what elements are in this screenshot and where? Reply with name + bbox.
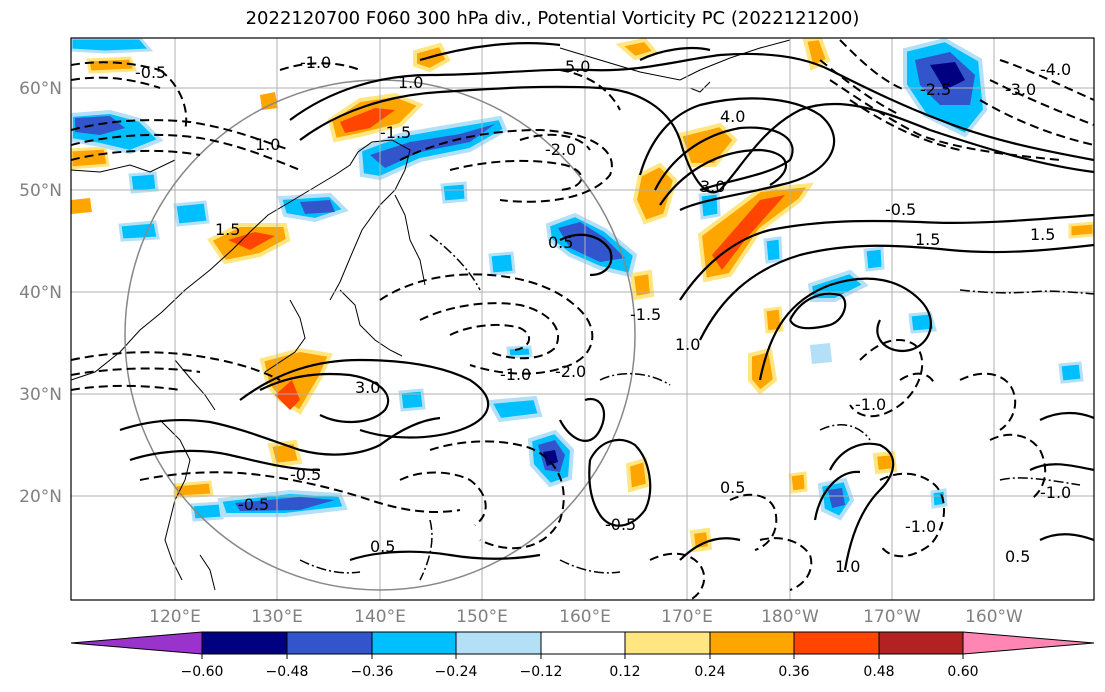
- chart-title: 2022120700 F060 300 hPa div., Potential …: [245, 8, 860, 29]
- colorbar-tick-label: −0.36: [351, 664, 394, 680]
- lon-label-160e: 160°E: [559, 607, 611, 627]
- contour-label: -1.0: [905, 517, 936, 536]
- contour-label: 0.5: [370, 537, 395, 556]
- colorbar-tick-label: 0.12: [609, 664, 640, 680]
- contour-label: 1.0: [255, 135, 280, 154]
- colorbar-extend-right: [963, 632, 1094, 654]
- colorbar-segment: [625, 632, 710, 654]
- lon-label-130e: 130°E: [251, 607, 303, 627]
- contour-label: 3.0: [355, 378, 380, 397]
- colorbar-segment: [541, 632, 625, 654]
- grid: [71, 38, 1094, 600]
- zero-contours: [299, 234, 1094, 581]
- contour-label: -1.5: [380, 123, 411, 142]
- contour-label: -4.0: [1040, 60, 1071, 79]
- lat-label-30n: 30°N: [19, 385, 62, 405]
- contour-label: -3.0: [1005, 80, 1036, 99]
- colorbar-tick-label: 0.60: [947, 664, 978, 680]
- contour-label: 0.5: [548, 233, 573, 252]
- contour-label: 1.5: [1030, 225, 1055, 244]
- colorbar-tick-label: 0.48: [863, 664, 894, 680]
- contour-label: 0.5: [720, 478, 745, 497]
- colorbar-segment: [710, 632, 794, 654]
- lon-label-120e: 120°E: [149, 607, 201, 627]
- contour-label: 1.0: [398, 73, 423, 92]
- shaded-patches: [71, 38, 1094, 553]
- dashed-contours: [71, 39, 1094, 600]
- colorbar-tick-label: −0.24: [435, 664, 478, 680]
- contour-label: 1.0: [835, 557, 860, 576]
- colorbar-tick-label: −0.48: [266, 664, 309, 680]
- contour-label: -1.0: [855, 395, 886, 414]
- lat-label-40n: 40°N: [19, 283, 62, 303]
- contour-labels: -1.0 -0.5 1.0 -1.5 -2.0 5.0 4.0 3.0 -2.5…: [135, 53, 1071, 576]
- contour-label: -2.0: [545, 140, 576, 159]
- colorbar-tick-label: −0.12: [520, 664, 563, 680]
- colorbar: −0.60 −0.48 −0.36 −0.24 −0.12 0.12 0.24 …: [70, 631, 1095, 680]
- colorbar-tick-label: 0.36: [778, 664, 809, 680]
- contour-label: -0.5: [290, 465, 321, 484]
- contour-label: 5.0: [565, 57, 590, 76]
- contour-label: -0.5: [605, 515, 636, 534]
- lon-label-170w: 170°W: [863, 607, 921, 627]
- contour-label: -2.0: [555, 362, 586, 381]
- lon-label-180w: 180°W: [761, 607, 819, 627]
- lon-label-170e: 170°E: [661, 607, 713, 627]
- map-frame: [70, 37, 1095, 601]
- colorbar-segment: [287, 632, 372, 654]
- colorbar-segment: [202, 632, 287, 654]
- colorbar-extend-left: [71, 632, 202, 654]
- longitude-labels: 120°E 130°E 140°E 150°E 160°E 170°E 180°…: [149, 607, 1023, 627]
- lon-label-140e: 140°E: [354, 607, 406, 627]
- contour-label: -0.5: [135, 63, 166, 82]
- contour-label: 1.0: [675, 335, 700, 354]
- contour-label: -1.0: [300, 53, 331, 72]
- contour-label: 1.5: [215, 220, 240, 239]
- lat-label-60n: 60°N: [19, 79, 62, 99]
- contour-label: -1.0: [500, 365, 531, 384]
- colorbar-tick-label: −0.60: [181, 664, 224, 680]
- contour-label: -0.5: [885, 200, 916, 219]
- contour-label: -1.5: [630, 305, 661, 324]
- lat-label-20n: 20°N: [19, 487, 62, 507]
- colorbar-segment: [456, 632, 541, 654]
- colorbar-segment: [879, 632, 963, 654]
- lat-label-50n: 50°N: [19, 181, 62, 201]
- contour-label: 3.0: [700, 177, 725, 196]
- colorbar-segment: [372, 632, 456, 654]
- contour-label: -0.5: [238, 495, 269, 514]
- colorbar-tick-label: 0.24: [694, 664, 725, 680]
- solid-contours: [119, 42, 1094, 571]
- contour-label: 0.5: [1005, 547, 1030, 566]
- contour-label: -1.0: [1040, 483, 1071, 502]
- contour-label: 4.0: [720, 107, 745, 126]
- lon-label-160w: 160°W: [965, 607, 1023, 627]
- colorbar-segment: [794, 632, 879, 654]
- contour-label: 1.5: [915, 230, 940, 249]
- lon-label-150e: 150°E: [456, 607, 508, 627]
- contour-label: -2.5: [920, 80, 951, 99]
- latitude-labels: 60°N 50°N 40°N 30°N 20°N: [19, 79, 62, 507]
